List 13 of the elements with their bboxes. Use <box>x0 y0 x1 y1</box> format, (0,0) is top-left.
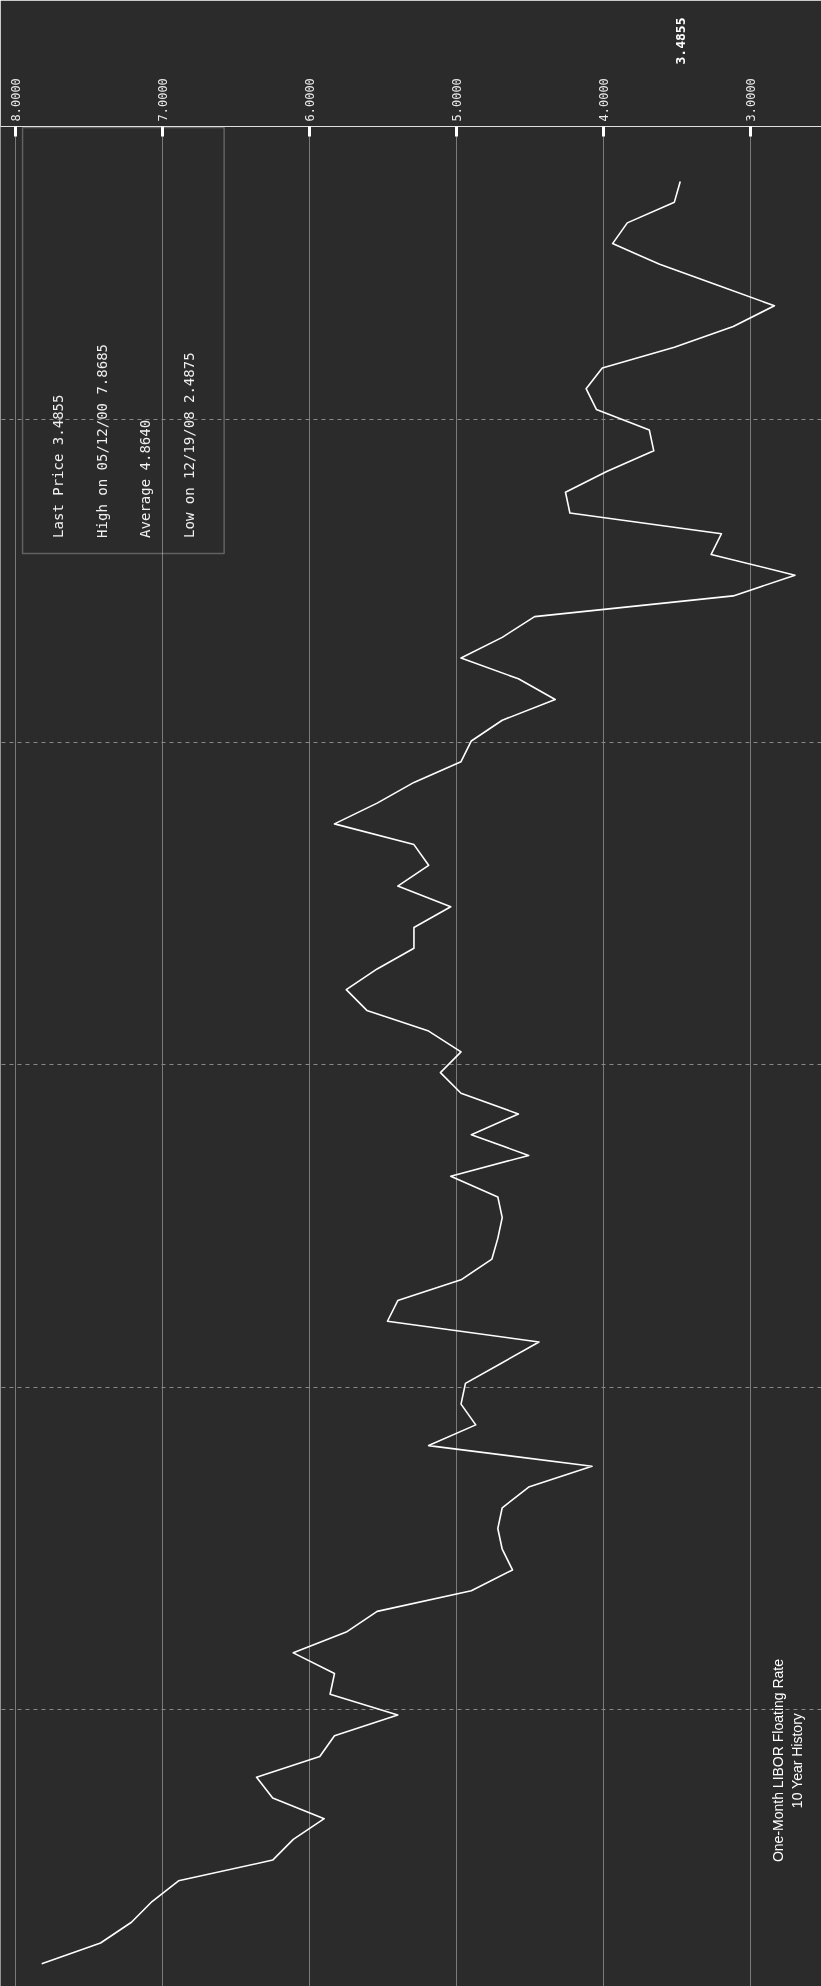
x-tick-label: 5.0000 <box>450 78 465 122</box>
text: One-Month LIBOR Floating Rate <box>770 1658 787 1863</box>
annotation: High on 05/12/00 7.8685 <box>94 344 111 538</box>
annotation: Low on 12/19/08 2.4875 <box>180 352 197 538</box>
x-tick-label: 8.0000 <box>8 78 23 122</box>
text: 3.4855 <box>672 17 688 65</box>
text: 10 Year History <box>789 1713 806 1809</box>
x-tick-label: 6.0000 <box>302 78 317 122</box>
annotation: Average 4.8640 <box>136 419 153 538</box>
x-tick-label: 4.0000 <box>597 78 612 122</box>
annotation: Last Price 3.4855 <box>49 394 66 538</box>
x-tick-label: 7.0000 <box>155 78 170 122</box>
x-tick-label: 3.0000 <box>744 78 759 122</box>
